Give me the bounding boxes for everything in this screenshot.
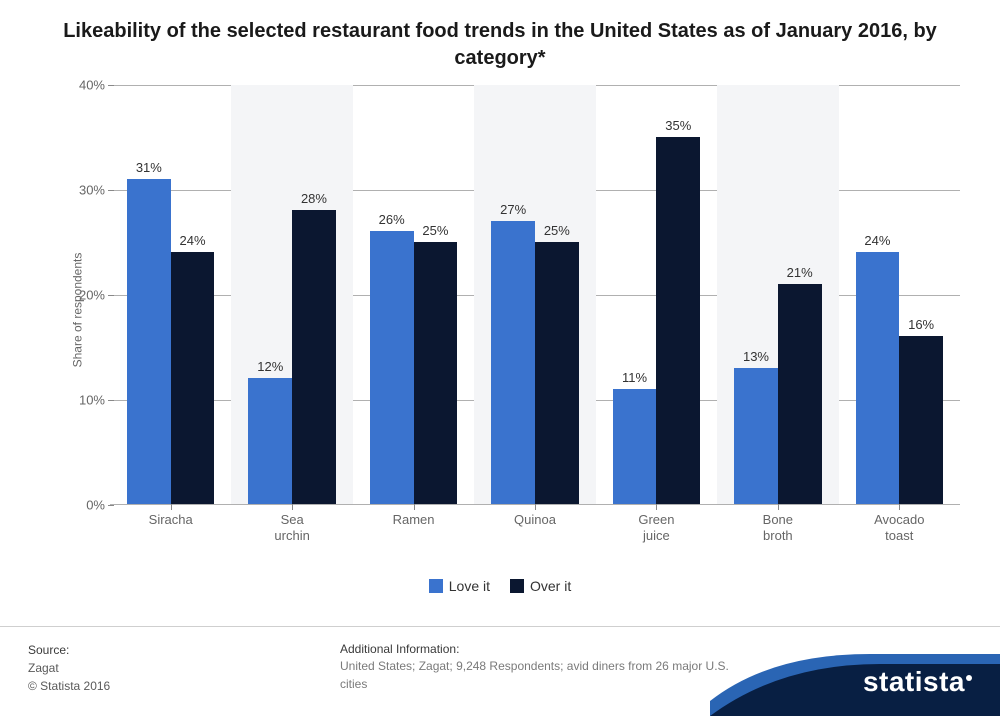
source-block: Source: Zagat © Statista 2016 [28,641,110,695]
bar: 21% [778,284,822,505]
bar-value-label: 31% [127,160,171,179]
bar-group: 13%21%Bonebroth [717,85,838,504]
legend-item: Over it [510,578,571,594]
bar-group: 12%28%Seaurchin [231,85,352,504]
legend-swatch [429,579,443,593]
y-tick-label: 30% [70,183,105,198]
bar-value-label: 13% [734,349,778,368]
source-header: Source: [28,643,69,657]
bar: 27% [491,221,535,505]
legend-label: Love it [449,578,490,594]
bar-value-label: 21% [778,265,822,284]
bar-value-label: 25% [535,223,579,242]
bar-value-label: 28% [292,191,336,210]
bar: 25% [414,242,458,505]
chart-area: Share of respondents 31%24%Siracha12%28%… [70,85,970,535]
bar-group: 31%24%Siracha [110,85,231,504]
bar-group: 11%35%Greenjuice [596,85,717,504]
legend-label: Over it [530,578,571,594]
legend: Love it Over it [0,578,1000,596]
copyright-text: © Statista 2016 [28,679,110,693]
y-tick-label: 0% [70,498,105,513]
bar-group: 27%25%Quinoa [474,85,595,504]
chart-title: Likeability of the selected restaurant f… [0,0,1000,80]
y-tick-label: 10% [70,393,105,408]
additional-info-text: United States; Zagat; 9,248 Respondents;… [340,659,729,690]
footer: Source: Zagat © Statista 2016 Additional… [0,626,1000,716]
y-axis-label: Share of respondents [70,253,84,368]
bar: 11% [613,389,657,505]
statista-logo: statista [863,666,972,698]
bar: 35% [656,137,700,505]
bar: 12% [248,378,292,504]
additional-info-header: Additional Information: [340,642,459,656]
bar: 26% [370,231,414,504]
bar-value-label: 24% [171,233,215,252]
bar: 13% [734,368,778,505]
bar: 16% [899,336,943,504]
bar-group: 24%16%Avocadotoast [839,85,960,504]
bar-value-label: 16% [899,317,943,336]
bar-value-label: 11% [613,370,657,389]
bar-value-label: 35% [656,118,700,137]
bar: 25% [535,242,579,505]
bar: 24% [856,252,900,504]
y-tick-label: 40% [70,78,105,93]
bar: 24% [171,252,215,504]
bar-value-label: 24% [856,233,900,252]
additional-info-block: Additional Information: United States; Z… [340,641,740,693]
y-tick-label: 20% [70,288,105,303]
logo-dot-icon [966,675,972,681]
legend-item: Love it [429,578,490,594]
bar-value-label: 12% [248,359,292,378]
bar-group: 26%25%Ramen [353,85,474,504]
legend-swatch [510,579,524,593]
bar: 28% [292,210,336,504]
bar-value-label: 27% [491,202,535,221]
bar-value-label: 25% [414,223,458,242]
bar: 31% [127,179,171,505]
source-name: Zagat [28,661,59,675]
plot-area: 31%24%Siracha12%28%Seaurchin26%25%Ramen2… [110,85,960,505]
bar-value-label: 26% [370,212,414,231]
